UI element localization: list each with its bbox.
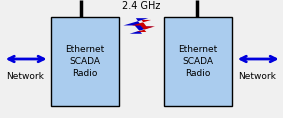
FancyBboxPatch shape xyxy=(164,17,232,106)
Text: 2.4 GHz: 2.4 GHz xyxy=(122,1,161,11)
Polygon shape xyxy=(132,20,155,32)
Text: Ethernet
SCADA
Radio: Ethernet SCADA Radio xyxy=(179,45,218,78)
Text: Network: Network xyxy=(239,72,276,81)
FancyBboxPatch shape xyxy=(51,17,119,106)
Text: Ethernet
SCADA
Radio: Ethernet SCADA Radio xyxy=(65,45,104,78)
Text: Network: Network xyxy=(7,72,44,81)
Polygon shape xyxy=(123,18,153,34)
